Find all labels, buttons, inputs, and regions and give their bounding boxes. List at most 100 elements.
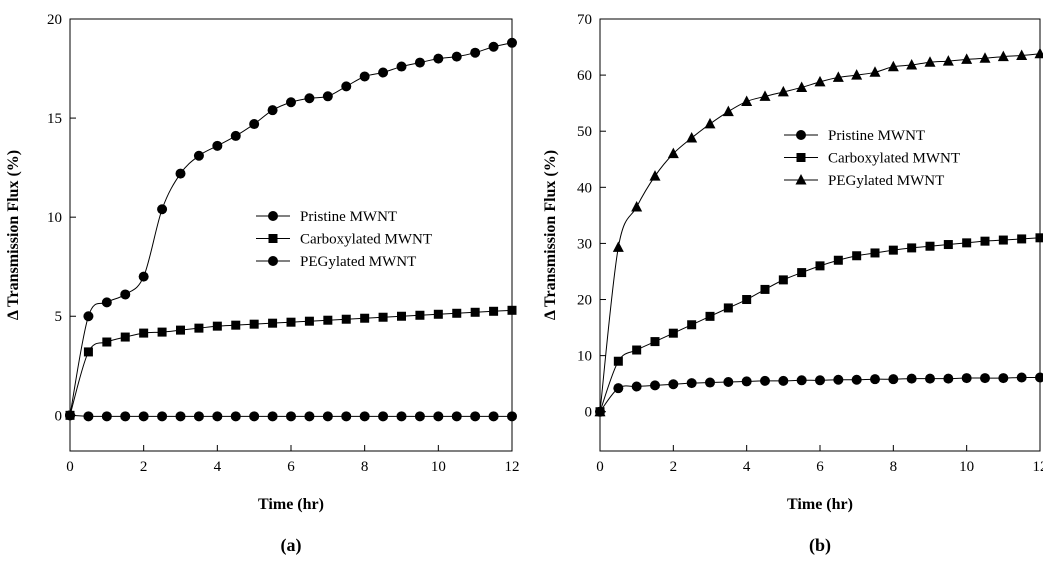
data-point bbox=[760, 284, 770, 294]
series-line-pegylated-mwnt bbox=[599, 53, 1041, 412]
data-point bbox=[322, 91, 333, 102]
y-tick-label: 40 bbox=[577, 180, 592, 196]
data-point bbox=[212, 411, 223, 422]
data-point bbox=[796, 81, 808, 92]
data-point bbox=[1035, 233, 1043, 243]
data-point bbox=[686, 131, 698, 143]
series-pegylated-mwnt bbox=[594, 47, 1043, 417]
x-tick-label: 10 bbox=[431, 459, 446, 475]
data-point bbox=[632, 345, 642, 355]
series-pristine-mwnt bbox=[65, 410, 517, 422]
data-point bbox=[341, 81, 352, 92]
data-point bbox=[778, 275, 788, 285]
data-point bbox=[796, 375, 807, 386]
data-point bbox=[359, 411, 370, 422]
data-point bbox=[175, 411, 186, 422]
data-point bbox=[83, 411, 94, 422]
chart-panel-b: 0 2 4 6 8 10 12 0 10 20 30 40 50 60 70 Time (hr) Δ Trans… bbox=[542, 12, 1043, 556]
data-point bbox=[212, 140, 223, 151]
x-tick-label: 6 bbox=[816, 459, 824, 475]
data-point bbox=[378, 67, 389, 78]
data-point bbox=[833, 374, 844, 385]
legend: Pristine MWNT Carboxylated MWNT PEGylated … bbox=[784, 128, 960, 189]
data-point bbox=[249, 319, 259, 329]
data-point bbox=[286, 411, 296, 422]
y-axis-label: Δ Transmission Flux (%) bbox=[5, 150, 22, 320]
data-point bbox=[705, 377, 715, 388]
x-tick-label: 6 bbox=[287, 459, 295, 475]
data-point bbox=[942, 55, 954, 66]
data-point bbox=[815, 375, 825, 386]
data-point bbox=[433, 53, 444, 64]
y-tick-label: 0 bbox=[585, 405, 593, 421]
data-point bbox=[267, 105, 278, 116]
data-point bbox=[470, 47, 481, 58]
data-point bbox=[650, 380, 660, 391]
data-point bbox=[322, 411, 333, 422]
data-point bbox=[797, 268, 807, 278]
data-point bbox=[961, 373, 972, 384]
data-point bbox=[961, 53, 973, 64]
data-point bbox=[396, 61, 407, 72]
y-tick-label: 10 bbox=[47, 210, 62, 226]
data-point bbox=[870, 374, 880, 385]
data-point bbox=[686, 378, 697, 389]
data-point bbox=[341, 411, 352, 422]
data-point bbox=[507, 411, 517, 422]
data-point bbox=[157, 327, 167, 337]
data-point bbox=[304, 316, 314, 326]
data-point bbox=[120, 289, 131, 300]
data-point bbox=[286, 317, 296, 327]
plot-frame bbox=[69, 18, 513, 452]
x-tick-label: 4 bbox=[743, 459, 751, 475]
data-point bbox=[980, 373, 990, 384]
data-point bbox=[907, 243, 917, 253]
data-point bbox=[138, 271, 149, 282]
data-point bbox=[668, 328, 678, 338]
data-point bbox=[815, 261, 825, 271]
y-tick-label: 15 bbox=[47, 111, 62, 127]
data-point bbox=[470, 307, 480, 317]
data-point bbox=[304, 411, 315, 422]
data-point bbox=[489, 306, 499, 316]
data-point bbox=[231, 320, 241, 330]
data-point bbox=[613, 383, 624, 394]
data-point bbox=[1017, 234, 1027, 244]
data-point bbox=[1034, 47, 1043, 59]
data-point bbox=[138, 411, 149, 422]
data-point bbox=[870, 248, 880, 258]
data-point bbox=[415, 310, 425, 320]
data-point bbox=[65, 410, 75, 421]
legend-label: Carboxylated MWNT bbox=[300, 232, 432, 248]
data-point bbox=[760, 375, 770, 386]
data-point bbox=[120, 411, 131, 422]
data-point bbox=[359, 71, 370, 82]
y-tick-label: 10 bbox=[577, 349, 592, 365]
legend-marker bbox=[268, 211, 278, 221]
data-point bbox=[997, 50, 1009, 62]
data-point bbox=[723, 303, 733, 313]
data-point bbox=[667, 147, 679, 159]
legend: Pristine MWNT Carboxylated MWNT PEGylated … bbox=[256, 209, 432, 270]
legend-label: Carboxylated MWNT bbox=[828, 151, 960, 167]
data-point bbox=[777, 85, 789, 97]
y-tick-label: 30 bbox=[577, 236, 592, 252]
data-point bbox=[998, 373, 1009, 384]
data-point bbox=[888, 245, 898, 255]
data-point bbox=[943, 373, 954, 384]
data-point bbox=[157, 204, 168, 215]
data-point bbox=[378, 411, 389, 422]
data-point bbox=[594, 405, 606, 417]
data-point bbox=[341, 314, 351, 324]
legend-label: Pristine MWNT bbox=[300, 209, 397, 225]
data-point bbox=[323, 315, 333, 325]
legend-label: PEGylated MWNT bbox=[828, 173, 944, 189]
x-tick-label: 12 bbox=[1033, 459, 1043, 475]
data-point bbox=[157, 411, 168, 422]
data-point bbox=[249, 119, 260, 130]
legend-marker bbox=[795, 174, 807, 185]
y-tick-label: 60 bbox=[577, 68, 592, 84]
data-point bbox=[723, 376, 734, 387]
data-point bbox=[193, 150, 204, 161]
